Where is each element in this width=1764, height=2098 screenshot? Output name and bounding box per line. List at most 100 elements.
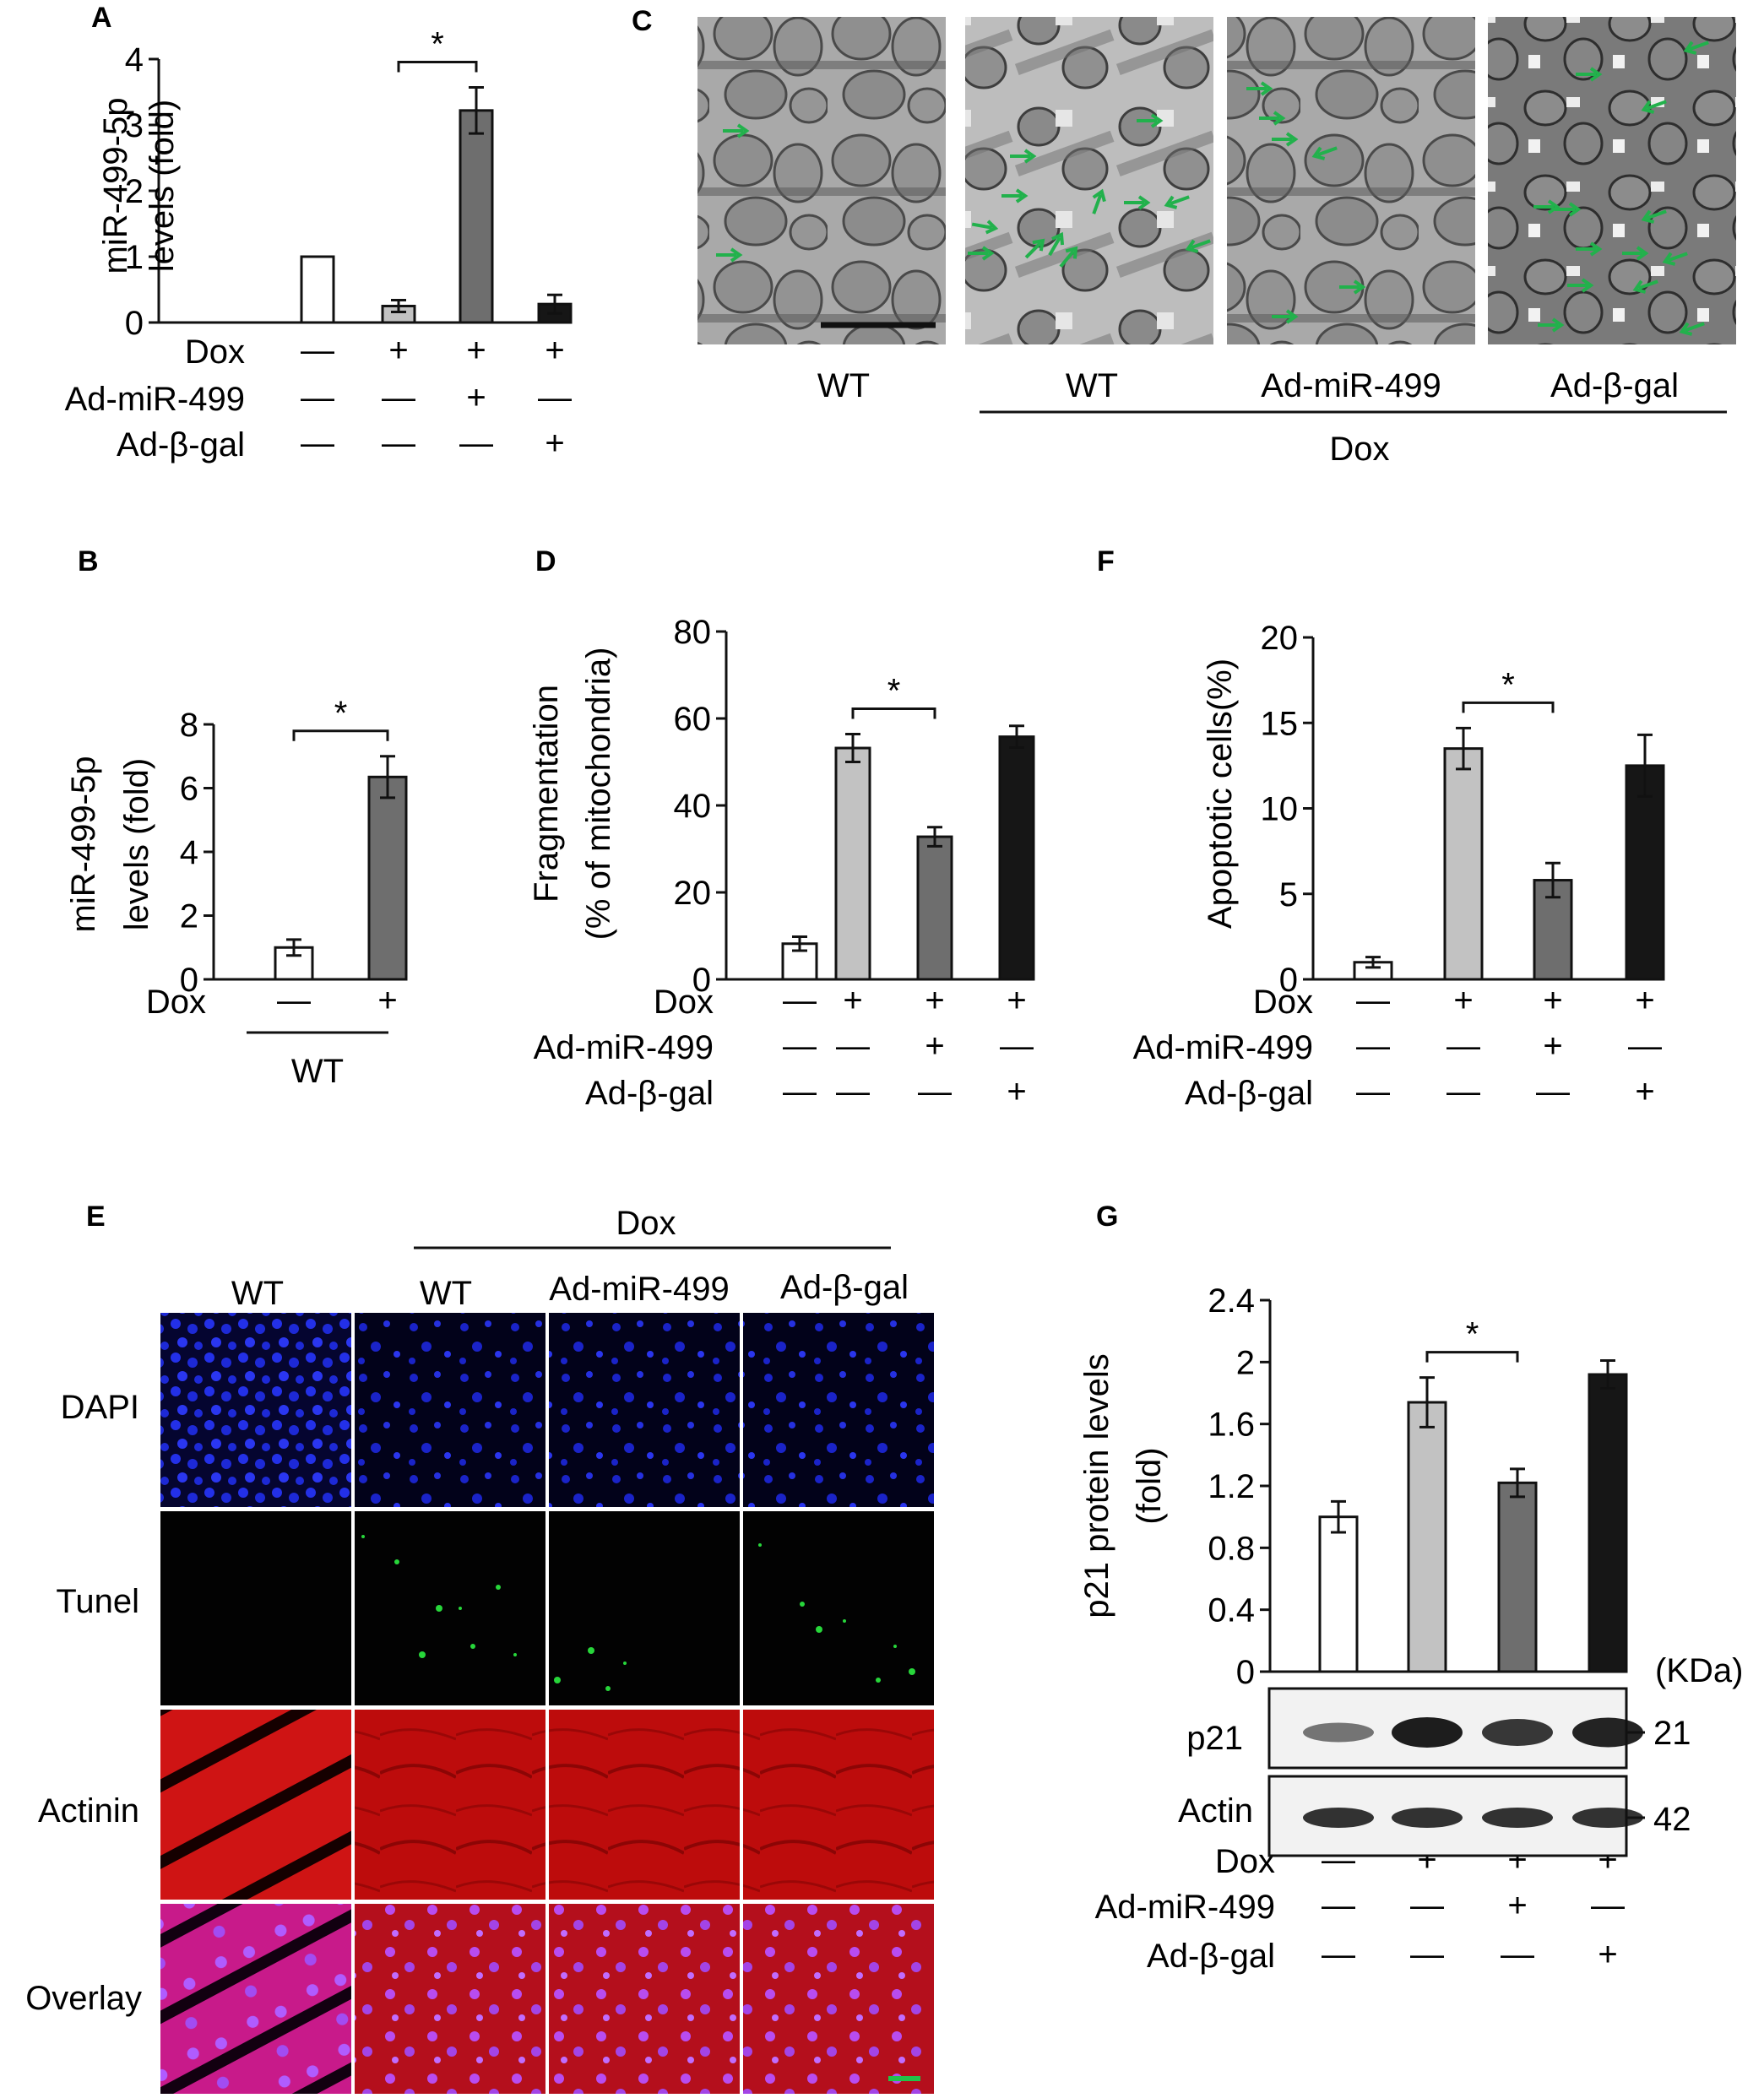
kda-21: 21 xyxy=(1653,1715,1691,1752)
blot-bands xyxy=(1303,1717,1643,1828)
y-tick-label: 80 xyxy=(674,614,712,651)
panel-c-micrographs: WT WT Ad-miR-499 Ad-β-gal Dox xyxy=(697,17,1736,468)
y-tick-label: 4 xyxy=(125,41,144,79)
tunel-dot xyxy=(816,1626,822,1633)
tunel-dot xyxy=(394,1559,399,1564)
condition-label: Ad-miR-499 xyxy=(65,381,245,418)
panel-e-fluorescence: Dox WT WT Ad-miR-499 Ad-β-gal DAPI Tunel… xyxy=(25,1205,934,2094)
arrow-head xyxy=(1273,111,1286,126)
significance-bracket xyxy=(1425,1351,1519,1363)
arrow-head xyxy=(1636,246,1649,261)
arrow-mark xyxy=(1185,239,1211,253)
chart-d-fragmentation: 0 20 40 60 80 Fragmentation (% of mitochondria… xyxy=(528,614,1035,1112)
e-tunel-1 xyxy=(160,1511,351,1705)
bar xyxy=(1497,1481,1538,1673)
arrow-mark xyxy=(971,220,999,235)
arrow-head xyxy=(1568,202,1582,217)
arrow-shaft xyxy=(1316,146,1338,157)
y-axis-label: levels (fold) xyxy=(144,100,181,273)
arrow-shaft xyxy=(1667,252,1688,263)
arrow-head xyxy=(1260,81,1273,96)
arrow-head xyxy=(1051,231,1065,246)
significance-bracket xyxy=(397,61,478,73)
condition-label: Ad-β-gal xyxy=(117,426,245,464)
arrow-mark xyxy=(1641,209,1667,224)
condition-label: Ad-miR-499 xyxy=(1133,1029,1313,1066)
green-arrows xyxy=(716,41,1709,336)
arrow-head xyxy=(1353,279,1366,295)
bar xyxy=(998,735,1035,981)
y-axis-label: (fold) xyxy=(1131,1447,1168,1524)
e-actinin-4 xyxy=(743,1710,934,1900)
arrow-head xyxy=(1581,278,1594,293)
tunel-dots xyxy=(361,1535,915,1691)
y-tick-label: 20 xyxy=(674,875,712,912)
arrow-mark xyxy=(1259,111,1286,126)
e-row-label-3: Actinin xyxy=(38,1792,139,1830)
arrow-head xyxy=(1164,195,1178,209)
arrow-mark xyxy=(1024,238,1045,259)
bar xyxy=(834,746,871,981)
condition-sign: — xyxy=(277,982,311,1019)
condition-sign: — xyxy=(1446,1027,1480,1065)
condition-sign: + xyxy=(388,332,408,369)
em-image-3 xyxy=(1227,17,1475,344)
arrow-mark xyxy=(1641,100,1667,114)
condition-sign: — xyxy=(1410,1887,1444,1924)
arrow-mark xyxy=(1059,246,1078,268)
tunel-dot xyxy=(758,1543,762,1547)
band-actin xyxy=(1392,1808,1463,1828)
condition-sign: + xyxy=(1543,1027,1562,1065)
condition-label: Dox xyxy=(654,984,714,1021)
e-row-label-1: DAPI xyxy=(61,1389,139,1426)
condition-sign: — xyxy=(1446,1073,1480,1110)
blot-name-actin: Actin xyxy=(1178,1792,1253,1830)
e-actinin-1 xyxy=(160,1710,351,1900)
e-overlay-3 xyxy=(549,1904,740,2094)
em-label-4: Ad-β-gal xyxy=(1550,367,1679,404)
arrow-head xyxy=(1065,246,1078,259)
y-tick-label: 0 xyxy=(1279,962,1298,999)
condition-sign: + xyxy=(1543,982,1562,1019)
arrow-shaft xyxy=(1688,41,1709,52)
arrow-mark xyxy=(1124,195,1151,210)
y-axis-label: Fragmentation xyxy=(528,685,565,903)
condition-sign: + xyxy=(1007,982,1026,1019)
condition-sign: — xyxy=(1410,1936,1444,1973)
y-axis-label: miR-499-5p xyxy=(65,756,102,933)
condition-sign: + xyxy=(545,425,564,462)
chart-b-fold-levels: 0 2 4 6 8 miR-499-5p levels (fold) * Dox — + WT xyxy=(65,695,408,1090)
tunel-dot xyxy=(800,1602,805,1607)
arrow-mark xyxy=(1632,279,1658,294)
condition-label: Dox xyxy=(1253,984,1313,1021)
arrow-head xyxy=(1015,188,1029,203)
arrow-mark xyxy=(1576,241,1603,257)
arrow-shaft xyxy=(1646,209,1667,220)
condition-sign: + xyxy=(1598,1936,1617,1973)
e-actinin-2 xyxy=(355,1710,545,1900)
significance-star: * xyxy=(1501,666,1515,703)
tunel-dot xyxy=(893,1645,897,1648)
significance-star: * xyxy=(431,26,444,63)
bar xyxy=(459,109,494,324)
y-axis-label: (% of mitochondria) xyxy=(580,648,617,941)
condition-sign: — xyxy=(1501,1936,1534,1973)
y-tick-label: 2 xyxy=(1236,1344,1255,1381)
arrow-shaft xyxy=(1048,236,1061,257)
y-tick-label: 10 xyxy=(1261,791,1299,828)
em-label-3: Ad-miR-499 xyxy=(1261,367,1441,404)
e-tunel-4 xyxy=(743,1511,934,1705)
bar xyxy=(367,775,408,981)
tunel-dot xyxy=(496,1585,501,1590)
panel-label-e: E xyxy=(86,1201,106,1233)
y-tick-label: 0.8 xyxy=(1208,1530,1255,1567)
bar xyxy=(1407,1401,1447,1673)
y-tick-label: 2.4 xyxy=(1208,1282,1255,1320)
arrow-shaft xyxy=(1637,279,1658,290)
arrow-head xyxy=(1589,241,1603,257)
panel-label-a: A xyxy=(91,2,112,34)
band-p21 xyxy=(1482,1719,1553,1746)
e-col-label-4: Ad-β-gal xyxy=(780,1269,909,1306)
e-dapi-3 xyxy=(549,1313,740,1507)
em-image-2 xyxy=(965,17,1213,344)
